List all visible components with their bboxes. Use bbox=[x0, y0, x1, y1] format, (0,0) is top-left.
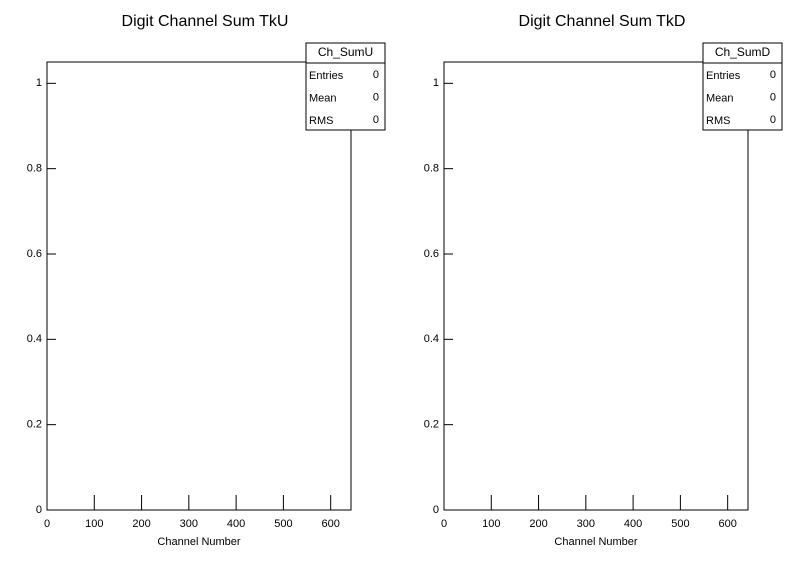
stats-label: RMS bbox=[309, 115, 333, 127]
x-tick-label: 400 bbox=[227, 518, 245, 530]
x-tick-label: 500 bbox=[274, 518, 292, 530]
stats-name: Ch_SumD bbox=[715, 45, 771, 59]
x-tick-label: 300 bbox=[180, 518, 198, 530]
y-tick-label: 0 bbox=[433, 504, 439, 516]
y-tick-label: 0.6 bbox=[424, 248, 439, 260]
y-tick-label: 0.8 bbox=[27, 163, 42, 175]
x-tick-label: 600 bbox=[718, 518, 736, 530]
stats-value: 0 bbox=[770, 91, 776, 103]
stats-label: Entries bbox=[706, 70, 741, 82]
stats-name: Ch_SumU bbox=[318, 45, 373, 59]
chart-title: Digit Channel Sum TkD bbox=[519, 13, 686, 30]
x-tick-label: 100 bbox=[482, 518, 500, 530]
y-tick-label: 0.6 bbox=[27, 248, 42, 260]
x-tick-label: 0 bbox=[441, 518, 447, 530]
y-tick-label: 0.8 bbox=[424, 163, 439, 175]
y-tick-label: 0.4 bbox=[27, 333, 42, 345]
x-tick-label: 200 bbox=[132, 518, 150, 530]
x-tick-label: 300 bbox=[577, 518, 595, 530]
stats-label: Mean bbox=[309, 92, 337, 104]
stats-value: 0 bbox=[770, 114, 776, 126]
y-tick-label: 1 bbox=[433, 77, 439, 89]
stats-value: 0 bbox=[373, 91, 379, 103]
stats-value: 0 bbox=[373, 69, 379, 81]
y-tick-label: 1 bbox=[36, 77, 42, 89]
frame bbox=[46, 61, 352, 511]
y-tick-label: 0.2 bbox=[424, 419, 439, 431]
x-axis-label: Channel Number bbox=[554, 536, 637, 548]
x-tick-label: 600 bbox=[321, 518, 339, 530]
x-tick-label: 100 bbox=[85, 518, 103, 530]
x-tick-label: 200 bbox=[529, 518, 547, 530]
y-tick-label: 0.4 bbox=[424, 333, 439, 345]
stats-label: Entries bbox=[309, 70, 344, 82]
stats-label: RMS bbox=[706, 115, 730, 127]
x-axis-label: Channel Number bbox=[157, 536, 240, 548]
y-tick-label: 0.2 bbox=[27, 419, 42, 431]
x-tick-label: 400 bbox=[624, 518, 642, 530]
stats-box bbox=[305, 42, 386, 131]
frame bbox=[443, 61, 749, 511]
stats-value: 0 bbox=[373, 114, 379, 126]
y-tick-label: 0 bbox=[36, 504, 42, 516]
stats-label: Mean bbox=[706, 92, 734, 104]
stats-value: 0 bbox=[770, 69, 776, 81]
chart-title: Digit Channel Sum TkU bbox=[122, 13, 289, 30]
stats-box bbox=[702, 42, 783, 131]
x-tick-label: 500 bbox=[671, 518, 689, 530]
x-tick-label: 0 bbox=[44, 518, 50, 530]
